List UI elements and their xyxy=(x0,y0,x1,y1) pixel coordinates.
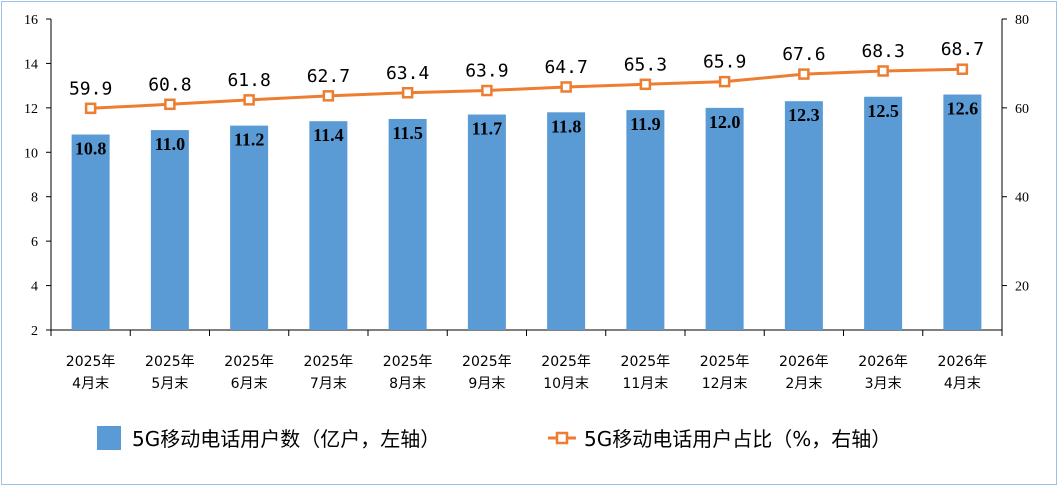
bar xyxy=(864,96,903,330)
line-value-label: 64.7 xyxy=(544,57,587,78)
legend-line-marker xyxy=(555,431,569,445)
x-tick-label-month: 4月末 xyxy=(944,376,981,392)
legend: 5G移动电话用户数（亿户，左轴） 5G移动电话用户占比（%，右轴） xyxy=(97,426,891,451)
labels-group: 10.8 11.0 11.2 11.4 11.5 11.7 11.8 11.9 12.0 12.3… xyxy=(69,39,984,158)
ratio-line xyxy=(90,67,963,110)
right-tick-label: 40 xyxy=(1015,191,1029,206)
line-value-label: 65.9 xyxy=(703,52,746,73)
line-value-label: 62.7 xyxy=(307,66,350,87)
bar xyxy=(309,121,348,330)
x-tick-label-year: 2025年 xyxy=(383,354,433,370)
x-tick-label-year: 2025年 xyxy=(462,354,512,370)
legend-bar-label: 5G移动电话用户数（亿户，左轴） xyxy=(132,427,440,451)
x-tick-label-month: 7月末 xyxy=(310,376,347,392)
line-point-marker xyxy=(639,78,652,91)
bar-value-label: 11.4 xyxy=(313,125,344,145)
left-tick-label: 8 xyxy=(31,191,38,206)
x-tick-label-month: 5月末 xyxy=(151,376,188,392)
x-tick-label-month: 10月末 xyxy=(543,376,589,392)
x-tick-label-month: 4月末 xyxy=(72,376,109,392)
line-group xyxy=(84,63,969,115)
bar xyxy=(705,107,744,330)
bar xyxy=(784,101,823,330)
line-value-label: 65.3 xyxy=(624,54,667,75)
line-point-marker xyxy=(84,102,97,115)
line-point-marker xyxy=(798,68,810,80)
line-point-marker xyxy=(560,81,572,93)
left-tick-label: 16 xyxy=(24,13,38,28)
legend-line-label: 5G移动电话用户占比（%，右轴） xyxy=(584,427,891,451)
bar xyxy=(943,94,982,331)
line-point-marker xyxy=(877,65,889,77)
bar xyxy=(71,134,110,330)
left-tick-label: 14 xyxy=(24,57,38,72)
x-tick-label-year: 2026年 xyxy=(779,354,829,370)
left-tick-label: 10 xyxy=(24,146,38,161)
x-tick-label-year: 2025年 xyxy=(145,354,195,370)
x-tick-label-year: 2025年 xyxy=(700,354,750,370)
bar xyxy=(547,112,586,330)
left-tick-label: 6 xyxy=(31,235,38,250)
x-tick-label-month: 2月末 xyxy=(785,376,822,392)
bar-value-label: 11.8 xyxy=(551,116,582,136)
line-value-label: 63.9 xyxy=(465,61,508,82)
line-value-label: 63.4 xyxy=(386,63,429,84)
bar-value-label: 12.6 xyxy=(947,99,979,119)
x-tick-label-month: 6月末 xyxy=(231,376,268,392)
x-tick-label-year: 2025年 xyxy=(621,354,671,370)
bar-value-label: 12.5 xyxy=(867,101,899,121)
x-tick-label-year: 2025年 xyxy=(66,354,116,370)
line-value-label: 68.7 xyxy=(941,39,984,60)
bar xyxy=(388,118,427,330)
line-point-marker xyxy=(956,63,969,75)
x-tick-label-month: 8月末 xyxy=(389,376,426,392)
axes-group: 2 4 6 8 10 12 14 16 20 40 60 80 2025年 4月末 2025年 5月末 2025… xyxy=(24,13,1029,392)
left-tick-label: 2 xyxy=(31,324,38,339)
bar-value-label: 11.9 xyxy=(630,114,661,134)
bar xyxy=(626,110,665,330)
x-tick-label-year: 2025年 xyxy=(304,354,354,370)
right-tick-label: 20 xyxy=(1015,280,1029,295)
x-tick-label-year: 2025年 xyxy=(541,354,591,370)
bar-value-label: 12.0 xyxy=(709,112,741,132)
bar-value-label: 12.3 xyxy=(788,105,820,125)
bar-value-label: 11.5 xyxy=(392,123,423,143)
bar xyxy=(150,130,189,330)
bar-value-label: 11.0 xyxy=(155,134,186,154)
line-point-marker xyxy=(401,87,414,99)
bar xyxy=(230,125,269,330)
x-tick-label-year: 2026年 xyxy=(858,354,908,370)
line-value-label: 61.8 xyxy=(227,70,270,91)
bars-group xyxy=(71,94,982,331)
line-value-label: 68.3 xyxy=(861,41,904,62)
left-tick-label: 4 xyxy=(31,280,38,295)
line-point-marker xyxy=(164,98,176,111)
line-value-label: 59.9 xyxy=(69,78,112,99)
line-point-marker xyxy=(481,84,493,97)
bar xyxy=(467,114,506,331)
line-point-marker xyxy=(322,90,335,102)
bar-value-label: 11.2 xyxy=(234,130,265,150)
line-point-marker xyxy=(243,94,255,106)
line-point-marker xyxy=(718,75,731,88)
legend-bar-swatch xyxy=(97,426,121,450)
x-tick-label-year: 2025年 xyxy=(224,354,274,370)
right-tick-label: 60 xyxy=(1015,102,1029,117)
line-value-label: 60.8 xyxy=(148,74,191,95)
x-tick-label-month: 12月末 xyxy=(702,376,748,392)
x-tick-label-month: 11月末 xyxy=(622,376,668,392)
bar-value-label: 11.7 xyxy=(472,119,503,139)
x-tick-label-month: 3月末 xyxy=(865,376,902,392)
bar-value-label: 10.8 xyxy=(75,139,107,159)
left-tick-label: 12 xyxy=(24,102,38,117)
right-tick-label: 80 xyxy=(1015,13,1029,28)
line-value-label: 67.6 xyxy=(782,44,825,65)
x-tick-label-year: 2026年 xyxy=(938,354,988,370)
x-tick-label-month: 9月末 xyxy=(468,376,505,392)
